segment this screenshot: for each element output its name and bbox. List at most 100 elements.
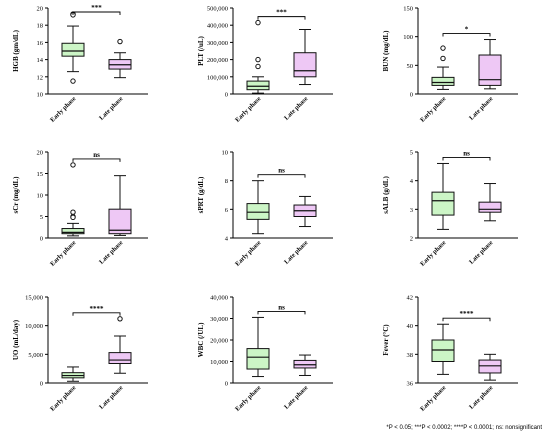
outlier-point: [255, 63, 261, 70]
y-tick-label: 0: [40, 381, 43, 388]
iqr-box: [431, 339, 455, 362]
significance-label: ***: [276, 9, 287, 17]
significance-label: ns: [278, 167, 285, 175]
y-tick-label: 5: [410, 150, 413, 157]
x-tick-label: Late phase: [468, 384, 494, 410]
y-tick-label: 15,000: [25, 295, 43, 302]
box-plot-panel-5: 4 6 8 10 sPRT (g/dL) Early phase Late phase ns: [197, 150, 333, 268]
y-tick-label: 42: [407, 295, 414, 302]
box-plot-panel-7: 0 5,000 10,000 15,000 UO (mL/day) Early phase…: [12, 295, 148, 413]
y-tick-label: 20,000: [210, 338, 228, 345]
y-tick-label: 100: [403, 34, 413, 41]
box-late-phase: Late phase: [98, 175, 132, 266]
figure-footnote: *P < 0.05; ***P < 0.0002; ****P < 0.0001…: [386, 425, 542, 431]
y-axis-label: UO (mL/day): [12, 319, 20, 360]
significance-bracket: [72, 312, 121, 316]
significance-bracket: [442, 317, 491, 322]
y-axis-label: BUN (mg/dL): [382, 30, 390, 72]
y-axis-label: sPRT (g/dL): [197, 176, 205, 213]
y-tick-label: 10,000: [25, 323, 43, 330]
y-tick-label: 500,000: [207, 6, 228, 13]
significance-label: ns: [93, 151, 100, 159]
x-tick-label: Early phase: [234, 384, 262, 412]
outlier-point: [440, 45, 446, 51]
significance-bracket: [72, 158, 121, 162]
significance-bracket: [442, 33, 491, 37]
x-tick-label: Late phase: [283, 95, 309, 121]
y-tick-label: 4: [225, 236, 229, 243]
box-early-phase: Early phase: [234, 180, 270, 268]
y-tick-label: 100,000: [207, 74, 228, 81]
outlier-point: [255, 19, 261, 26]
y-tick-label: 20: [37, 6, 44, 13]
y-tick-label: 10: [37, 92, 44, 99]
y-tick-label: 0: [410, 92, 413, 99]
y-tick-label: 4: [410, 178, 414, 185]
box-early-phase: Early phase: [49, 162, 85, 268]
box-late-phase: Late phase: [468, 183, 502, 266]
x-tick-label: Late phase: [283, 384, 309, 410]
x-tick-label: Late phase: [98, 95, 124, 121]
y-axis-label: Fever (°C): [382, 324, 390, 356]
significance-label: ns: [463, 149, 470, 157]
box-early-phase: Early phase: [49, 11, 85, 124]
y-tick-label: 0: [225, 381, 228, 388]
y-tick-label: 0: [40, 236, 43, 243]
y-tick-label: 40: [407, 323, 414, 330]
y-tick-label: 10: [37, 193, 44, 200]
y-tick-label: 14: [37, 57, 44, 64]
y-tick-label: 36: [407, 381, 414, 388]
iqr-box: [246, 203, 270, 220]
y-axis-label: sCr (mg/dL): [12, 176, 20, 214]
significance-bracket: [257, 174, 306, 178]
outlier-point: [117, 316, 123, 322]
box-plot-panel-9: 36 38 40 42 Fever (°C) Early phase Late phase *…: [382, 295, 518, 413]
box-plot-panel-8: 0 10,000 20,000 30,000 40,000 WBC (/UL) Early …: [197, 295, 333, 413]
y-tick-label: 150: [403, 6, 413, 13]
box-late-phase: Late phase: [468, 39, 502, 122]
outlier-point: [70, 209, 76, 215]
x-tick-label: Late phase: [283, 239, 309, 265]
box-plot-panel-2: 0 100,000 200,000 300,000 400,000 500,000 PLT …: [197, 6, 333, 124]
iqr-box: [246, 348, 270, 370]
significance-label: *: [465, 26, 469, 34]
iqr-box: [293, 52, 317, 78]
y-tick-label: 5: [40, 214, 43, 221]
y-tick-label: 200,000: [207, 57, 228, 64]
outlier-point: [70, 78, 76, 84]
significance-label: ns: [278, 303, 285, 311]
x-tick-label: Early phase: [49, 95, 77, 123]
y-axis-label: PLT (/uL): [197, 35, 205, 65]
y-axis-label: WBC (/UL): [197, 322, 205, 357]
iqr-box: [61, 228, 85, 235]
x-tick-label: Early phase: [419, 384, 447, 412]
box-early-phase: Early phase: [49, 366, 85, 413]
iqr-box: [246, 80, 270, 91]
y-tick-label: 2: [410, 236, 413, 243]
y-tick-label: 10: [222, 150, 229, 157]
significance-label: ****: [460, 310, 475, 318]
iqr-box: [431, 76, 455, 86]
y-tick-label: 16: [37, 40, 44, 47]
y-tick-label: 30,000: [210, 316, 228, 323]
x-tick-label: Early phase: [49, 239, 77, 267]
box-early-phase: Early phase: [419, 162, 455, 268]
y-tick-label: 10,000: [210, 359, 228, 366]
box-late-phase: Late phase: [283, 195, 317, 266]
y-tick-label: 38: [407, 352, 414, 359]
outlier-point: [440, 55, 446, 62]
y-tick-label: 40,000: [210, 295, 228, 302]
x-tick-label: Late phase: [468, 239, 494, 265]
y-tick-label: 20: [37, 150, 44, 157]
y-tick-label: 6: [225, 207, 229, 214]
y-axis-label: sALB (g/dL): [382, 176, 390, 214]
iqr-box: [478, 54, 502, 86]
significance-bracket: [257, 16, 306, 20]
iqr-box: [431, 191, 455, 216]
y-tick-label: 400,000: [207, 23, 228, 30]
iqr-box: [478, 359, 502, 374]
box-plot-panel-6: 2 3 4 5 sALB (g/dL) Early phase Late phase ns: [382, 149, 518, 268]
y-tick-label: 15: [37, 171, 44, 178]
significance-label: ***: [91, 4, 102, 12]
